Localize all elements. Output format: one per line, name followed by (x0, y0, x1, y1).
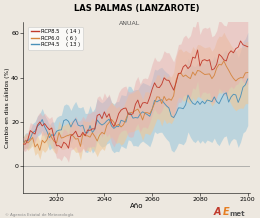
Text: met: met (230, 211, 245, 217)
Title: LAS PALMAS (LANZAROTE): LAS PALMAS (LANZAROTE) (74, 4, 199, 13)
Text: ANUAL: ANUAL (119, 21, 141, 26)
Text: © Agencia Estatal de Meteorología: © Agencia Estatal de Meteorología (5, 213, 74, 217)
Legend: RCP8.5    ( 14 ), RCP6.0    ( 6 ), RCP4.5    ( 13 ): RCP8.5 ( 14 ), RCP6.0 ( 6 ), RCP4.5 ( 13… (28, 27, 83, 49)
Text: A: A (213, 207, 221, 217)
Text: E: E (222, 207, 229, 217)
Y-axis label: Cambio en dias cálidos (%): Cambio en dias cálidos (%) (4, 67, 10, 148)
X-axis label: Año: Año (130, 203, 143, 209)
